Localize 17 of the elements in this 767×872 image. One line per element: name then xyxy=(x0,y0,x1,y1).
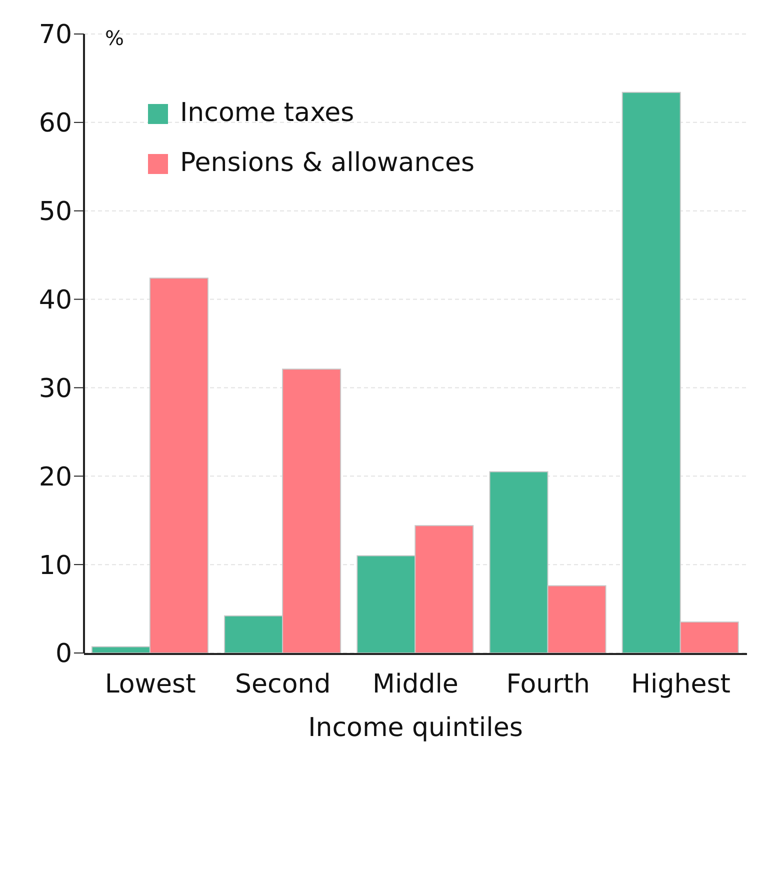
x-tick-label: Middle xyxy=(372,669,458,700)
legend-label: Income taxes xyxy=(180,98,354,128)
y-tick-label: 10 xyxy=(38,550,72,581)
x-tick-label: Lowest xyxy=(104,669,196,700)
y-tick-label: 50 xyxy=(38,197,72,228)
y-tick-label: 20 xyxy=(38,462,72,492)
x-tick-label: Second xyxy=(235,669,331,700)
y-tick-label: 60 xyxy=(38,108,72,139)
x-tick-label: Highest xyxy=(630,669,730,700)
y-axis-title: % xyxy=(105,26,124,50)
x-axis-title: Income quintiles xyxy=(308,713,523,743)
y-tick-label: 0 xyxy=(55,639,72,670)
legend-label: Pensions & allowances xyxy=(180,148,475,178)
y-tick-label: 30 xyxy=(38,374,72,404)
x-tick-label: Fourth xyxy=(506,669,590,700)
y-tick-label: 70 xyxy=(38,20,72,50)
y-tick-label: 40 xyxy=(38,286,72,316)
